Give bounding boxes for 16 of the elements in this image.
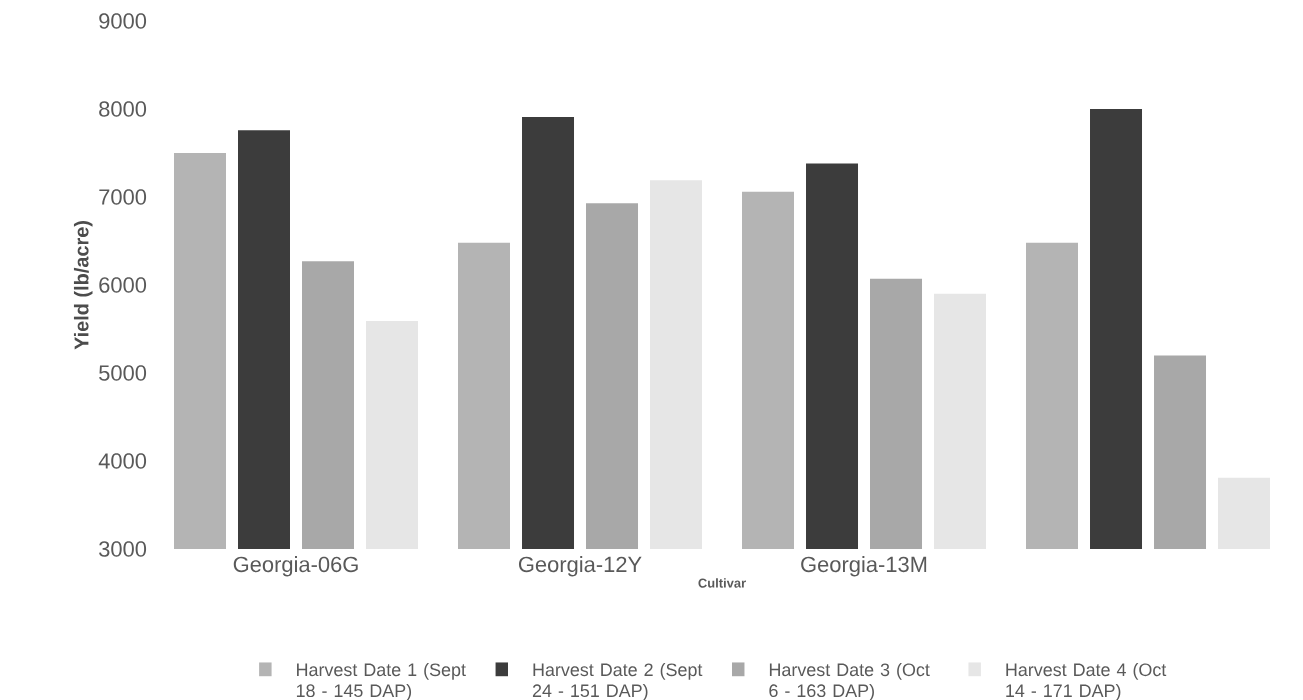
legend-label: Harvest Date 4 (Oct 14 - 171 DAP) bbox=[1006, 662, 1167, 700]
legend-label: Harvest Date 1 (Sept 18 - 145 DAP) bbox=[296, 662, 466, 700]
x-tick-label: Georgia-06G bbox=[233, 556, 358, 577]
y-tick-label: 5000 bbox=[99, 365, 147, 381]
legend-label: Harvest Date 3 (Oct 6 - 163 DAP) bbox=[769, 662, 930, 700]
x-tick-label: Georgia-13M bbox=[801, 556, 927, 577]
x-axis-title: Cultivar bbox=[698, 578, 746, 588]
y-tick-label: 9000 bbox=[99, 13, 147, 29]
y-tick-label: 8000 bbox=[99, 101, 147, 117]
x-tick-label: Georgia-12Y bbox=[518, 556, 642, 577]
y-tick-label: 3000 bbox=[99, 541, 147, 557]
y-tick-label: 7000 bbox=[99, 189, 147, 205]
y-axis-title: Yield (lb/acre) bbox=[73, 221, 93, 350]
y-tick-label: 6000 bbox=[99, 277, 147, 293]
y-tick-label: 4000 bbox=[98, 453, 147, 469]
legend-label: Harvest Date 2 (Sept 24 - 151 DAP) bbox=[532, 662, 703, 700]
